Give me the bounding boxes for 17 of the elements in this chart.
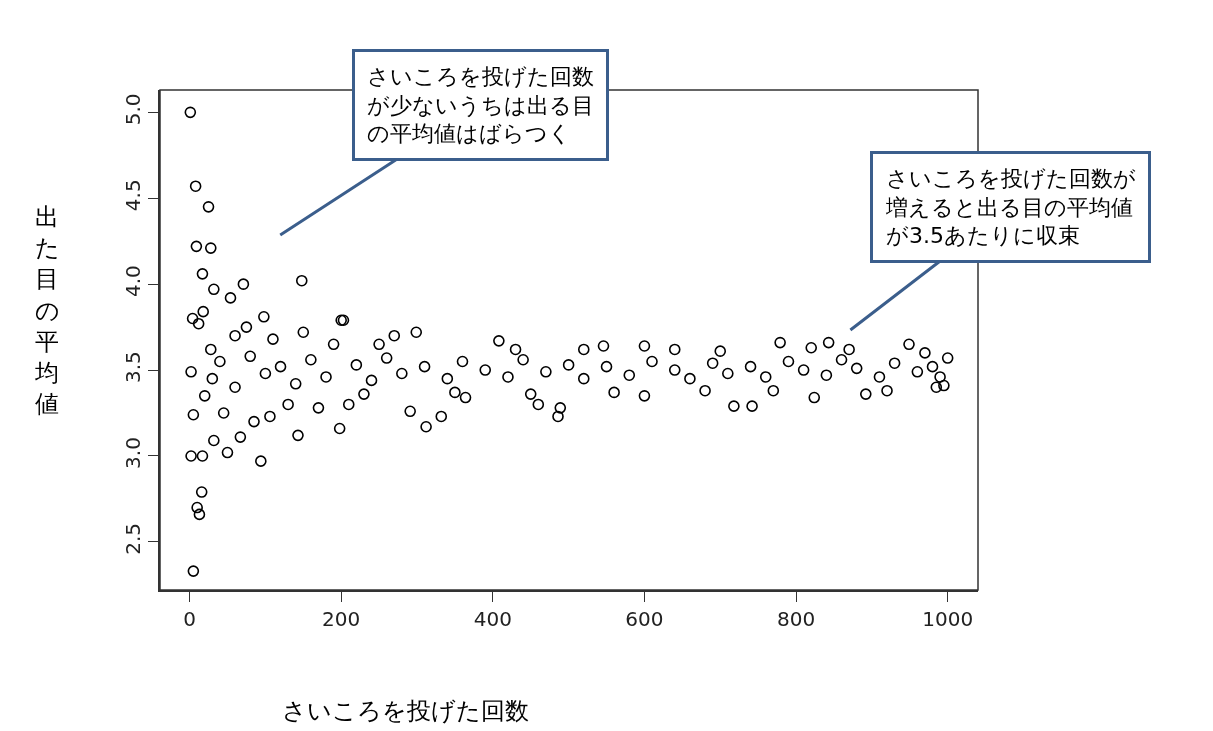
x-tick-label: 400 <box>473 606 512 631</box>
x-axis-title: さいころを投げた回数 <box>367 64 594 89</box>
y-tick-label: 4.0 <box>121 265 146 298</box>
y-tick-label: 3.5 <box>121 351 146 383</box>
text: が少ないうちは出る目の平均値はばらつく <box>367 92 594 147</box>
annotation: さいころを投げた回数が増えると出る目の平均値が3.5あたりに収束 <box>885 166 1136 249</box>
text: さいころを投げた回数 <box>282 697 529 725</box>
y-tick-label: 4.5 <box>121 179 146 212</box>
y-tick-label: 5.0 <box>121 93 146 126</box>
x-tick-label: 200 <box>322 606 361 631</box>
x-tick-label: 1000 <box>922 606 974 631</box>
x-tick-label: 0 <box>183 606 196 631</box>
x-tick-label: 600 <box>625 606 664 631</box>
x-tick-label: 800 <box>776 606 816 631</box>
y-tick-label: 2.5 <box>121 522 146 555</box>
y-tick-label: 3.0 <box>121 437 146 469</box>
y-axis-title: 出た目の平均値 <box>34 203 60 419</box>
